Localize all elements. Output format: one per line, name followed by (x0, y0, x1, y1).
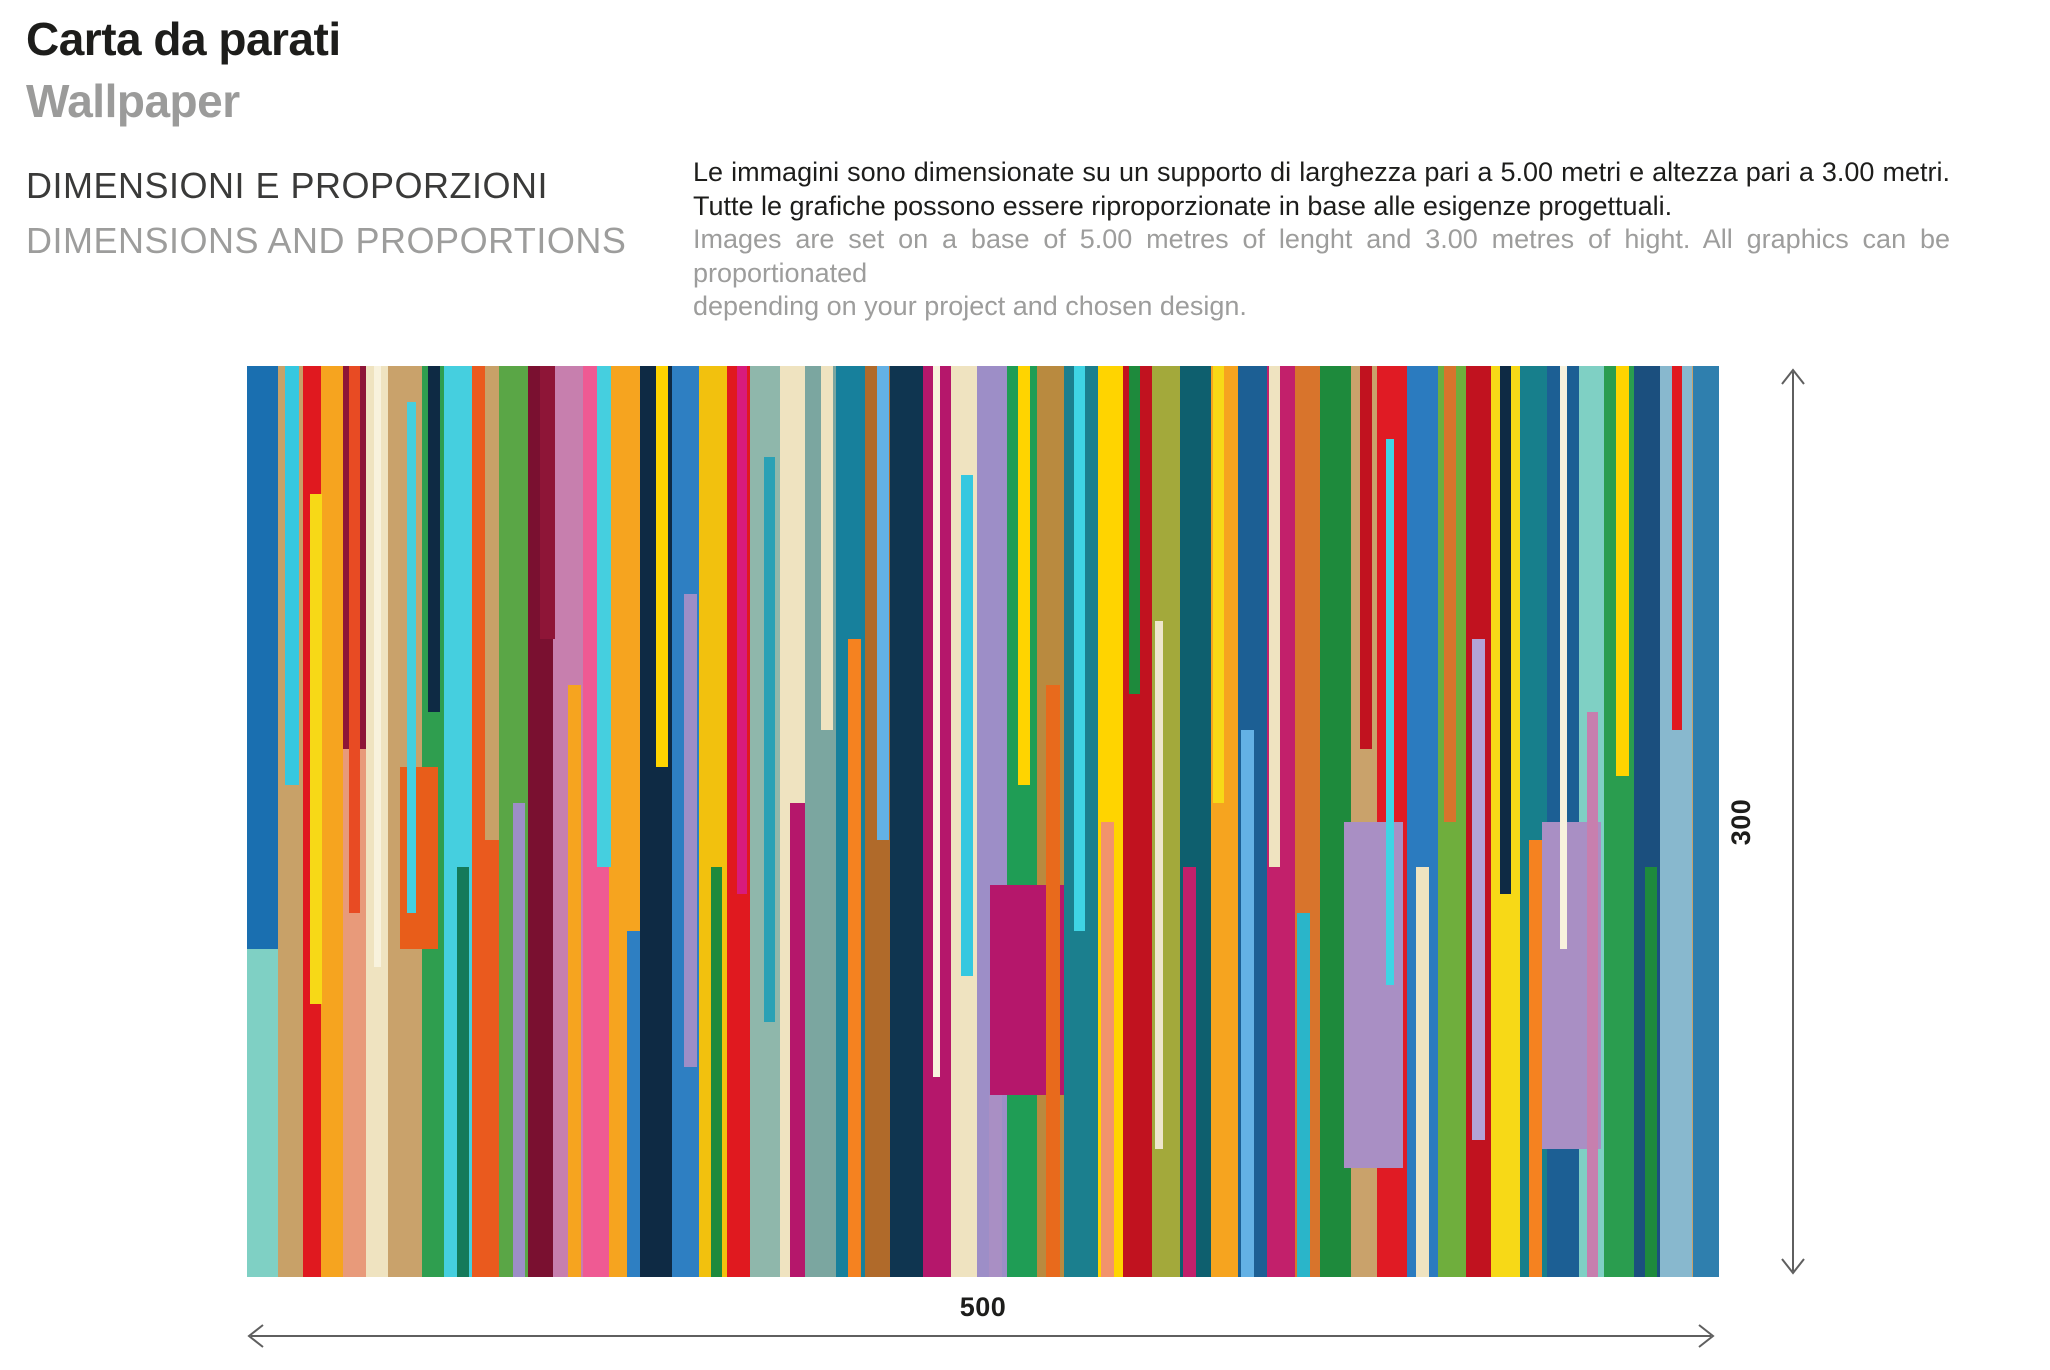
artwork-stripe (373, 366, 381, 968)
artwork-stripe (1471, 639, 1485, 1141)
artwork-stripe (1018, 366, 1031, 786)
artwork-stripe (1692, 366, 1719, 1277)
artwork-stripe (1499, 366, 1512, 895)
artwork-stripe (539, 366, 555, 640)
artwork-stripe (1155, 621, 1163, 1150)
artwork-stripe (1386, 438, 1394, 986)
artwork-stripe (932, 366, 941, 1077)
height-dimension-label: 300 (1726, 798, 1756, 846)
artwork-stripe (285, 366, 299, 786)
artwork-stripe (1615, 366, 1630, 776)
artwork-stripe (684, 593, 698, 1068)
artwork-stripe (1240, 730, 1254, 1277)
height-dimension-arrow (1779, 366, 1807, 1277)
intro-paragraph: Le immagini sono dimensionate su un supp… (693, 156, 1950, 324)
artwork-stripe (407, 402, 417, 913)
artwork-stripe (877, 366, 889, 840)
artwork-stripe (847, 639, 861, 1277)
width-dimension-label: 500 (959, 1292, 1007, 1322)
artwork-stripe (320, 366, 343, 1277)
page-title-italian: Carta da parati (26, 13, 341, 65)
height-arrow-head-top (1781, 368, 1805, 385)
artwork-stripe (247, 366, 278, 950)
artwork-stripe (1586, 712, 1599, 1277)
artwork-stripe (737, 366, 748, 895)
artwork-stripe (428, 366, 440, 713)
artwork-stripe (1560, 366, 1568, 950)
artwork-stripe (400, 766, 439, 950)
artwork-stripe (513, 803, 526, 1277)
artwork-stripe (790, 803, 805, 1277)
artwork-stripe (904, 894, 919, 1277)
artwork-stripe (1529, 839, 1543, 1277)
artwork-stripe (1645, 867, 1658, 1277)
artwork-stripe (1100, 821, 1114, 1277)
artwork-stripe (485, 366, 499, 840)
artwork-stripe (342, 748, 367, 1277)
artwork-stripe (348, 366, 361, 913)
intro-english-line2: depending on your project and chosen des… (693, 291, 1247, 321)
artwork-stripe (1046, 684, 1060, 1277)
artwork-stripe (597, 366, 611, 868)
artwork-stripe (1212, 366, 1225, 804)
width-dimension-arrow (245, 1322, 1717, 1350)
artwork (247, 366, 1719, 1277)
artwork-stripe (988, 1094, 1003, 1277)
artwork-stripe (310, 493, 323, 1004)
artwork-stripe (1128, 366, 1141, 694)
height-arrow-head-bottom (1781, 1258, 1805, 1275)
intro-italian-line2: Tutte le grafiche possono essere ripropo… (693, 190, 1673, 221)
artwork-stripe (567, 684, 582, 1277)
section-heading-english: DIMENSIONS AND PROPORTIONS (26, 220, 627, 261)
artwork-stripe (1359, 366, 1372, 749)
artwork-stripe (1296, 912, 1310, 1277)
artwork-stripe (763, 457, 776, 1022)
intro-italian-line1: Le immagini sono dimensionate su un supp… (693, 157, 1950, 187)
artwork-stripe (1671, 366, 1683, 731)
artwork-stripe (1443, 366, 1456, 822)
artwork-stripe (821, 366, 833, 731)
artwork-stripe (656, 366, 668, 767)
artwork-stripe (247, 949, 278, 1277)
artwork-stripe (1268, 366, 1281, 868)
page-title-english: Wallpaper (26, 75, 240, 127)
artwork-stripe (960, 475, 973, 977)
artwork-stripe (1415, 867, 1429, 1277)
width-arrow-head-left (247, 1324, 264, 1348)
artwork-stripe (1074, 366, 1085, 931)
artwork-stripe (710, 867, 723, 1277)
title-block: Carta da parati Wallpaper (26, 8, 341, 132)
width-arrow-head-right (1698, 1324, 1715, 1348)
artwork-stripe (626, 930, 640, 1277)
intro-english-line1: Images are set on a base of 5.00 metres … (693, 224, 1950, 288)
section-heading-italian: DIMENSIONI E PROPORZIONI (26, 165, 549, 206)
section-heading: DIMENSIONI E PROPORZIONI DIMENSIONS AND … (26, 158, 626, 268)
artwork-stripe (1183, 867, 1197, 1277)
artwork-stripe (457, 867, 470, 1277)
